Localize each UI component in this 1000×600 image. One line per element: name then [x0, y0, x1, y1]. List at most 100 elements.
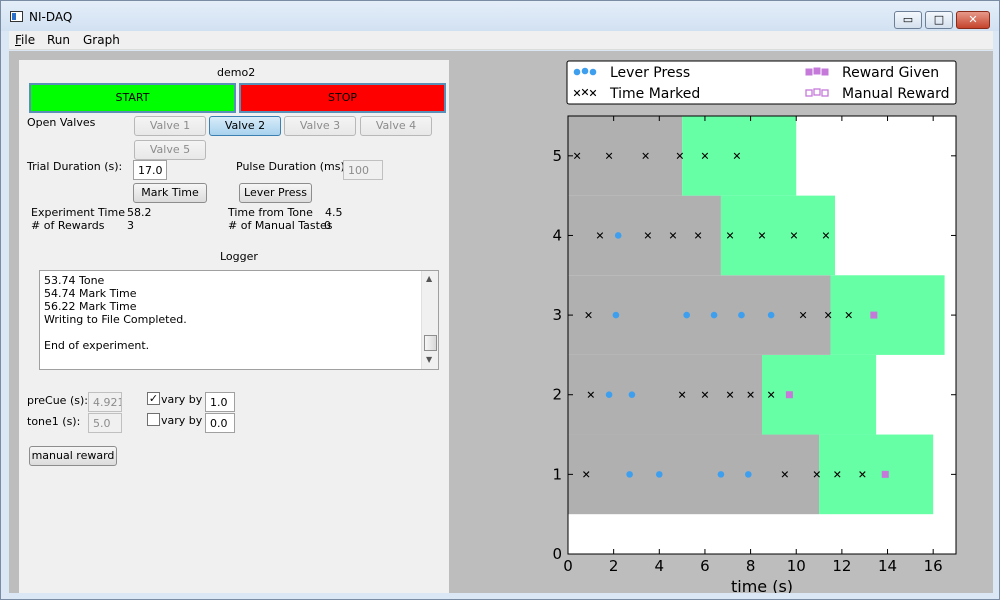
tone1-input[interactable] — [88, 413, 122, 433]
legend-label: Reward Given — [842, 65, 939, 81]
y-tick-label: 1 — [552, 465, 562, 483]
y-tick-label: 4 — [552, 226, 562, 244]
maximize-button[interactable]: □ — [925, 11, 953, 29]
time-marked-point — [726, 391, 734, 398]
time-marked-point — [845, 311, 852, 319]
precue-vary-input[interactable] — [205, 392, 235, 412]
time-from-tone-value: 4.5 — [325, 206, 343, 219]
time-marked-point — [790, 232, 798, 239]
trial-duration-input[interactable] — [133, 160, 167, 180]
legend-label: Lever Press — [610, 65, 690, 81]
time-marked-point — [824, 311, 832, 319]
precue-vary-label: vary by — [161, 393, 203, 406]
logger-line — [40, 326, 438, 339]
plot-panel: 0 2 4 6 8 10 12 14 16 0 1 2 3 4 5 time (s) Lever Press Ti… — [506, 60, 993, 596]
precue-band — [568, 195, 721, 276]
valve-2-button[interactable]: Valve 2 — [209, 116, 281, 136]
close-button[interactable]: ✕ — [956, 11, 990, 29]
precue-band — [568, 275, 831, 355]
x-tick-label: 14 — [878, 557, 897, 575]
tone1-label: tone1 (s): — [27, 415, 81, 428]
time-from-tone-label: Time from Tone — [228, 206, 313, 219]
open-valves-label: Open Valves — [27, 116, 96, 129]
title-bar[interactable]: NI-DAQ ▭ □ ✕ — [1, 1, 999, 31]
legend-marker — [573, 89, 581, 97]
valve-3-button[interactable]: Valve 3 — [284, 116, 356, 136]
valve-1-button[interactable]: Valve 1 — [134, 116, 206, 136]
rewards-label: # of Rewards — [31, 219, 105, 232]
stop-button[interactable]: STOP — [239, 83, 446, 113]
minimize-button[interactable]: ▭ — [894, 11, 922, 29]
legend-entry: Lever Press — [573, 65, 690, 81]
valve-4-button[interactable]: Valve 4 — [360, 116, 432, 136]
time-marked-point — [733, 152, 741, 160]
time-marked-point — [644, 232, 652, 239]
time-marked-point — [747, 391, 754, 398]
precue-input[interactable] — [88, 392, 122, 412]
pulse-duration-input[interactable] — [343, 160, 383, 180]
client-area: demo2 START STOP Open Valves Valve 1 Val… — [9, 51, 993, 596]
valve-5-button[interactable]: Valve 5 — [134, 140, 206, 160]
time-marked-point — [767, 391, 775, 398]
precue-label: preCue (s): — [27, 394, 88, 407]
menu-run[interactable]: Run — [47, 33, 71, 47]
legend-entry: Time Marked — [573, 86, 700, 102]
logger-line: 54.74 Mark Time — [44, 287, 137, 300]
experiment-time-value: 58.2 — [127, 206, 152, 219]
logger-scrollbar[interactable]: ▲ ▼ — [421, 271, 438, 369]
lever-press-point — [738, 311, 745, 319]
legend-marker — [805, 68, 813, 76]
logger-textbox[interactable]: 53.74 Tone 54.74 Mark Time 56.22 Mark Time… — [39, 270, 439, 370]
plot-frame — [567, 115, 957, 555]
app-icon — [10, 11, 23, 22]
scroll-up-icon[interactable]: ▲ — [426, 274, 433, 283]
menu-file[interactable]: File — [15, 33, 36, 47]
y-tick-label: 5 — [552, 147, 562, 165]
time-marked-point — [859, 471, 866, 478]
menu-bar: File Run Graph — [9, 31, 993, 50]
lever-press-point — [612, 311, 620, 319]
time-marked-point — [669, 232, 677, 239]
tone-band — [762, 354, 877, 435]
precue-vary-checkbox[interactable]: ✓ — [147, 392, 160, 405]
tone-band — [682, 116, 797, 196]
reward-given-point — [870, 311, 878, 319]
tone1-vary-input[interactable] — [205, 413, 235, 433]
time-marked-point — [822, 232, 830, 239]
legend-marker — [589, 89, 597, 97]
time-marked-point — [694, 232, 702, 239]
precue-band — [568, 116, 683, 196]
y-tick-label: 0 — [552, 545, 562, 563]
time-marked-point — [781, 471, 789, 478]
legend-marker — [581, 67, 589, 75]
x-tick-label: 10 — [787, 557, 806, 575]
legend-marker — [821, 89, 829, 97]
mark-time-button[interactable]: Mark Time — [133, 183, 207, 203]
manual-tastes-value: 0 — [324, 219, 331, 232]
legend-marker — [581, 88, 589, 96]
reward-given-point — [785, 391, 793, 399]
x-tick-label: 6 — [700, 557, 710, 575]
lever-press-point — [745, 471, 752, 478]
scroll-thumb[interactable] — [424, 335, 437, 351]
manual-reward-button[interactable]: manual reward — [29, 446, 117, 466]
trial-duration-label: Trial Duration (s): — [27, 160, 123, 173]
menu-graph[interactable]: Graph — [83, 33, 120, 47]
scroll-down-icon[interactable]: ▼ — [426, 355, 433, 364]
legend-label: Manual Reward — [842, 86, 949, 102]
tone1-vary-checkbox[interactable] — [147, 413, 160, 426]
chart-legend: Lever Press Time Marked Reward Given Manual… — [566, 60, 957, 105]
time-marked-point — [642, 152, 649, 160]
lever-press-button[interactable]: Lever Press — [239, 183, 312, 203]
experiment-name: demo2 — [217, 66, 256, 79]
legend-marker — [589, 68, 597, 76]
tone-band — [819, 434, 934, 515]
rewards-value: 3 — [127, 219, 134, 232]
lever-press-point — [655, 471, 663, 478]
time-marked-point — [701, 152, 709, 160]
precue-band — [568, 434, 820, 515]
start-button[interactable]: START — [29, 83, 236, 113]
time-marked-point — [605, 152, 613, 160]
